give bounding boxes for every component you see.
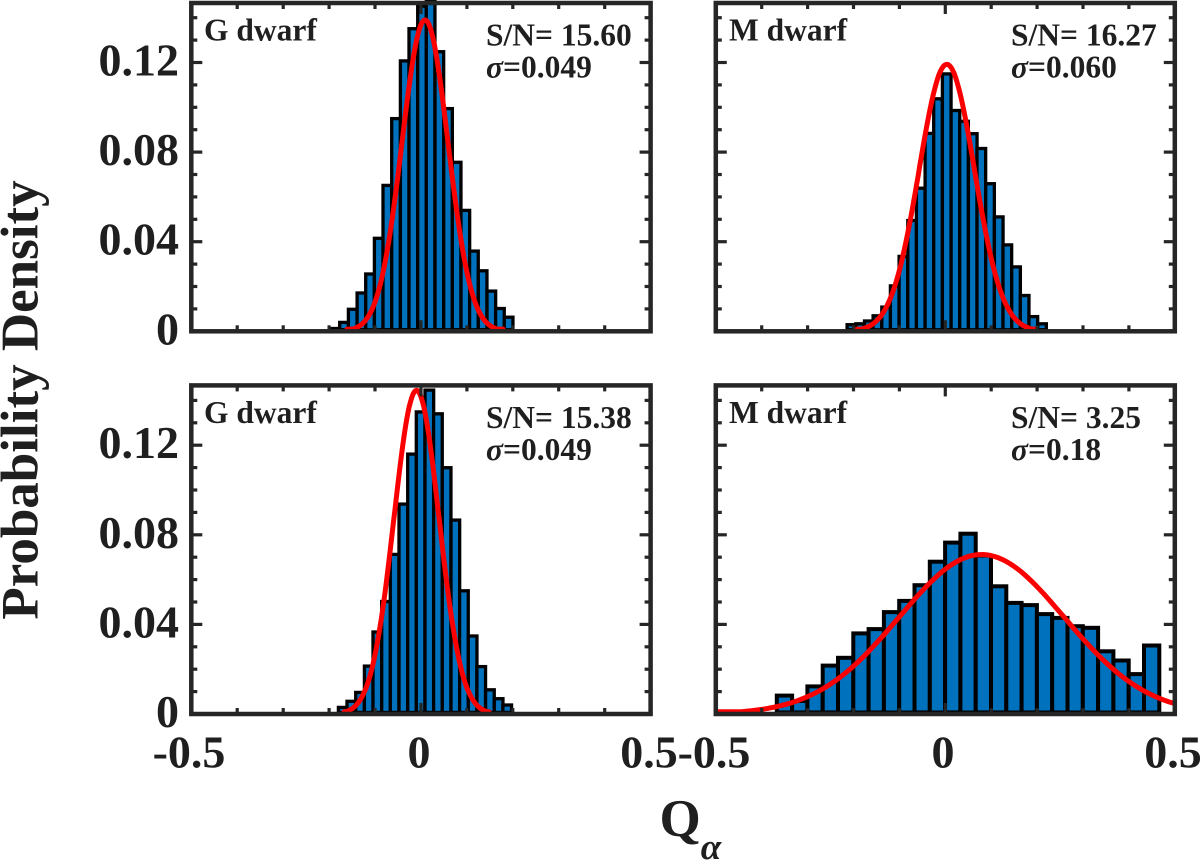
svg-text:0.04: 0.04 [99, 596, 180, 647]
svg-text:0.12: 0.12 [99, 35, 180, 86]
svg-text:0: 0 [408, 727, 431, 778]
svg-text:G dwarf: G dwarf [204, 395, 317, 430]
svg-text:M dwarf: M dwarf [729, 395, 848, 430]
svg-text:0: 0 [932, 727, 955, 778]
svg-text:S/N= 15.38: S/N= 15.38 [486, 400, 632, 435]
svg-text:0.5: 0.5 [620, 727, 678, 778]
svg-text:σ=0.049: σ=0.049 [486, 432, 592, 467]
svg-text:S/N= 16.27: S/N= 16.27 [1011, 18, 1157, 53]
svg-text:S/N= 15.60: S/N= 15.60 [486, 18, 632, 53]
svg-text:Probability Density: Probability Density [0, 180, 50, 619]
svg-text:σ=0.18: σ=0.18 [1011, 432, 1101, 467]
svg-text:σ=0.060: σ=0.060 [1011, 50, 1117, 85]
svg-text:G dwarf: G dwarf [204, 13, 317, 48]
svg-text:0: 0 [156, 303, 179, 354]
svg-text:0.5: 0.5 [1144, 727, 1200, 778]
svg-text:σ=0.049: σ=0.049 [486, 50, 592, 85]
svg-text:0.04: 0.04 [99, 214, 180, 265]
svg-text:-0.5: -0.5 [678, 727, 751, 778]
svg-text:0.08: 0.08 [99, 124, 180, 175]
svg-text:0.12: 0.12 [99, 417, 180, 468]
svg-text:M dwarf: M dwarf [729, 13, 848, 48]
svg-text:0: 0 [156, 686, 179, 737]
svg-text:S/N= 3.25: S/N= 3.25 [1011, 400, 1141, 435]
svg-text:-0.5: -0.5 [153, 727, 226, 778]
svg-text:0.08: 0.08 [99, 507, 180, 558]
